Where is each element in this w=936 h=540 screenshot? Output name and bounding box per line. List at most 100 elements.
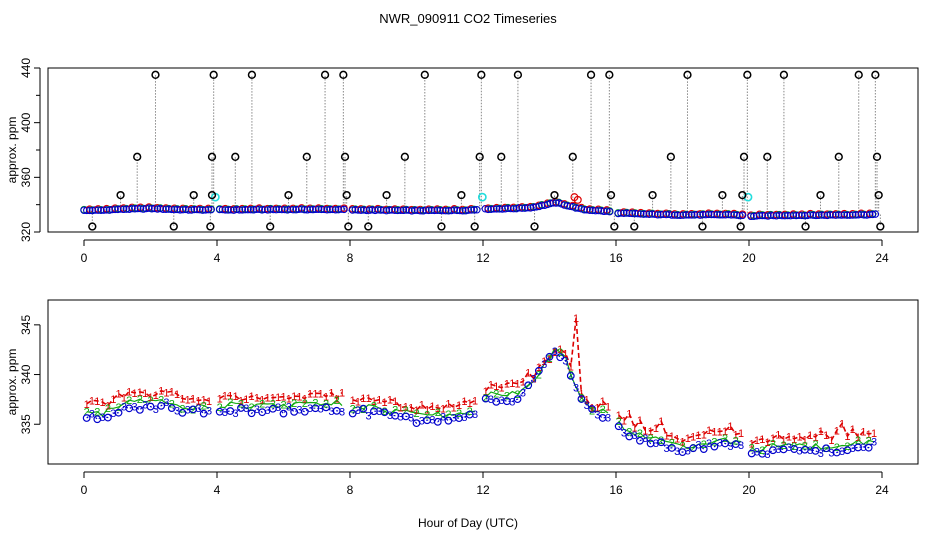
series-3-glyph: 3: [429, 415, 435, 427]
series-1-glyph: 1: [89, 395, 95, 407]
series-1-glyph: 1: [573, 313, 579, 325]
series-2-glyph: 2: [525, 380, 531, 392]
series-1-glyph: 1: [408, 402, 414, 414]
top-x-tick-label: 24: [875, 251, 889, 265]
series-1-glyph: 1: [243, 394, 249, 406]
spike-point: [763, 152, 772, 161]
baseline-point-blue: [368, 206, 377, 214]
baseline-point-blue: [597, 206, 605, 215]
series-2-glyph: 2: [733, 436, 739, 448]
series-3-glyph: 3: [243, 403, 249, 415]
spike-point: [400, 152, 410, 161]
series-1-glyph: 1: [637, 415, 643, 427]
top-x-tick-label: 4: [214, 251, 221, 265]
baseline-point-blue: [693, 210, 702, 219]
spike-point: [339, 70, 348, 79]
baseline-point-blue: [713, 210, 721, 219]
series-2-glyph: 2: [259, 399, 265, 411]
series-2-glyph: 2: [424, 410, 430, 422]
series-3-glyph: 3: [153, 404, 159, 416]
series-1-line: [86, 389, 210, 407]
series-3-glyph: 3: [185, 405, 191, 417]
series-2-glyph: 2: [690, 442, 696, 454]
series-1-glyph: 1: [754, 435, 760, 447]
series-3-circle: [556, 353, 565, 362]
baseline-point-blue: [653, 210, 662, 219]
series-3-circle: [481, 394, 490, 403]
top-y-axis-label: approx. ppm: [5, 117, 19, 184]
series-2-glyph: 2: [515, 389, 521, 401]
series-1-glyph: 1: [855, 432, 861, 444]
series-3-circle: [636, 436, 644, 445]
series-3-glyph: 3: [296, 405, 302, 417]
series-1-glyph: 1: [541, 356, 547, 368]
baseline-point-blue: [834, 211, 843, 219]
series-2-glyph: 2: [94, 407, 100, 419]
baseline-point-blue: [102, 206, 111, 214]
series-1-glyph: 1: [451, 402, 457, 414]
series-1-glyph: 1: [371, 396, 377, 408]
spike-point: [206, 222, 215, 231]
series-3-circle: [769, 446, 777, 455]
series-1-glyph: 1: [562, 348, 568, 360]
series-1-glyph: 1: [600, 396, 606, 408]
series-3-circle: [513, 395, 522, 404]
spike-point: [739, 152, 749, 161]
spike-point: [475, 152, 484, 161]
series-3-circle: [710, 442, 719, 451]
series-3-glyph: 3: [796, 445, 802, 457]
series-1-glyph: 1: [488, 379, 494, 391]
series-3-glyph: 3: [632, 430, 638, 442]
spike-point: [340, 152, 350, 161]
series-1-glyph: 1: [264, 392, 270, 404]
baseline-point-blue: [775, 211, 784, 219]
series-1-glyph: 1: [711, 427, 717, 439]
spike-point: [88, 222, 97, 231]
series-2-glyph: 2: [504, 391, 510, 403]
baseline-point-blue: [730, 210, 738, 219]
series-3-circle: [800, 445, 809, 454]
series-2-glyph: 2: [626, 426, 632, 438]
series-1-glyph: 1: [568, 362, 574, 374]
bottom-y-tick-label: 345: [19, 315, 33, 335]
series-2-glyph: 2: [834, 442, 840, 454]
series-1-glyph: 1: [131, 388, 137, 400]
series-3-circle: [758, 449, 767, 458]
series-1-glyph: 1: [632, 423, 638, 435]
series-3-glyph: 3: [328, 406, 334, 418]
series-3-glyph: 3: [642, 433, 648, 445]
series-3-glyph: 3: [376, 406, 382, 418]
series-3-circle: [237, 404, 245, 412]
baseline-point-blue: [450, 206, 458, 214]
series-1-glyph: 1: [435, 403, 441, 415]
series-1-glyph: 1: [866, 429, 872, 441]
spike-point: [874, 190, 883, 200]
baseline-point-blue: [865, 210, 874, 219]
baseline-point-blue: [111, 205, 119, 214]
series-1-glyph: 1: [621, 416, 627, 428]
series-1-glyph: 1: [626, 409, 632, 421]
bottom-y-tick-label: 335: [19, 414, 33, 434]
baseline-point-blue: [326, 205, 334, 214]
series-2-glyph: 2: [382, 406, 388, 418]
baseline-point-blue: [340, 205, 348, 214]
series-2-line: [219, 399, 343, 410]
series-3-circle: [721, 439, 729, 448]
series-3-glyph: 3: [653, 438, 659, 450]
spike-point: [344, 222, 353, 231]
spike-point: [207, 190, 217, 200]
series-2-glyph: 2: [137, 394, 143, 406]
series-2-glyph: 2: [855, 435, 861, 447]
spike-point: [169, 222, 178, 231]
baseline-point-blue: [391, 206, 399, 215]
series-1-glyph: 1: [328, 388, 334, 400]
series-3-glyph: 3: [509, 396, 515, 408]
series-3-glyph: 3: [89, 409, 95, 421]
series-1-glyph: 1: [142, 388, 148, 400]
baseline-point-blue: [580, 205, 588, 214]
baseline-point-blue: [255, 205, 263, 213]
series-1-glyph: 1: [775, 430, 781, 442]
series-3-glyph: 3: [397, 411, 403, 423]
top-axes: 0 4 8 12 16 20 24 320 360 400 440: [19, 58, 889, 265]
series-3-glyph: 3: [562, 356, 568, 368]
